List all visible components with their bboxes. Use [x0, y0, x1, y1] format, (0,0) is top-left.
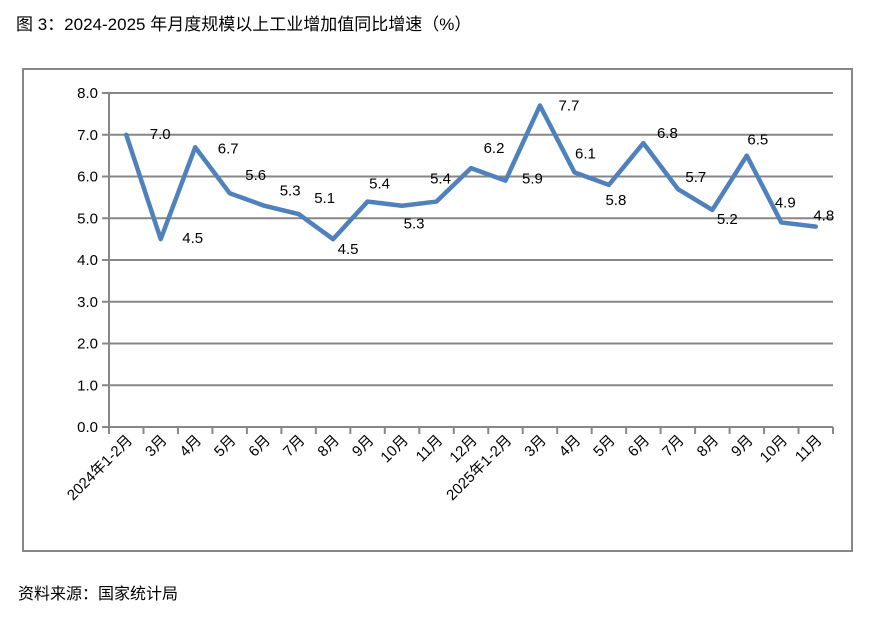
data-point-label: 6.8: [657, 125, 678, 142]
chart-border: [22, 68, 853, 552]
data-point-label: 5.6: [245, 167, 266, 184]
y-axis-label: 3.0: [77, 294, 98, 311]
data-point-label: 5.4: [430, 171, 451, 188]
y-axis-label: 0.0: [77, 419, 98, 436]
source-note: 资料来源：国家统计局: [18, 586, 179, 603]
figure-title: 图 3：2024-2025 年月度规模以上工业增加值同比增速（%）: [16, 15, 472, 34]
data-point-label: 5.9: [522, 171, 543, 188]
data-point-label: 7.7: [559, 98, 580, 115]
y-axis-label: 6.0: [77, 169, 98, 186]
data-point-label: 4.5: [338, 241, 359, 258]
y-axis-label: 4.0: [77, 252, 98, 269]
y-axis-label: 1.0: [77, 377, 98, 394]
data-point-label: 4.9: [775, 194, 796, 211]
chart-frame: 0.0 1.0 2.0 3.0 4.0 5.0 6.0 7.0 8.0 2024年1-2月 3月 4月…: [22, 68, 853, 552]
data-point-label: 5.4: [369, 176, 390, 193]
data-point-label: 5.2: [717, 211, 738, 228]
data-point-label: 6.1: [575, 145, 596, 162]
data-line: [123, 103, 819, 242]
data-point-label: 5.7: [685, 169, 706, 186]
data-point-label: 5.3: [280, 183, 301, 200]
y-axis-label: 2.0: [77, 336, 98, 353]
data-point-label: 5.8: [605, 192, 626, 209]
data-point-label: 6.5: [747, 132, 768, 149]
data-point-label: 4.5: [182, 230, 203, 247]
data-point-label: 6.7: [218, 140, 239, 157]
data-point-label: 5.1: [314, 190, 335, 207]
y-axis-label: 7.0: [77, 127, 98, 144]
data-point-label: 4.8: [813, 208, 834, 225]
y-axis-label: 5.0: [77, 210, 98, 227]
data-point-label: 7.0: [150, 126, 171, 143]
y-axis-label: 8.0: [77, 85, 98, 102]
data-point-label: 6.2: [484, 140, 505, 157]
data-point-label: 5.3: [404, 216, 425, 233]
